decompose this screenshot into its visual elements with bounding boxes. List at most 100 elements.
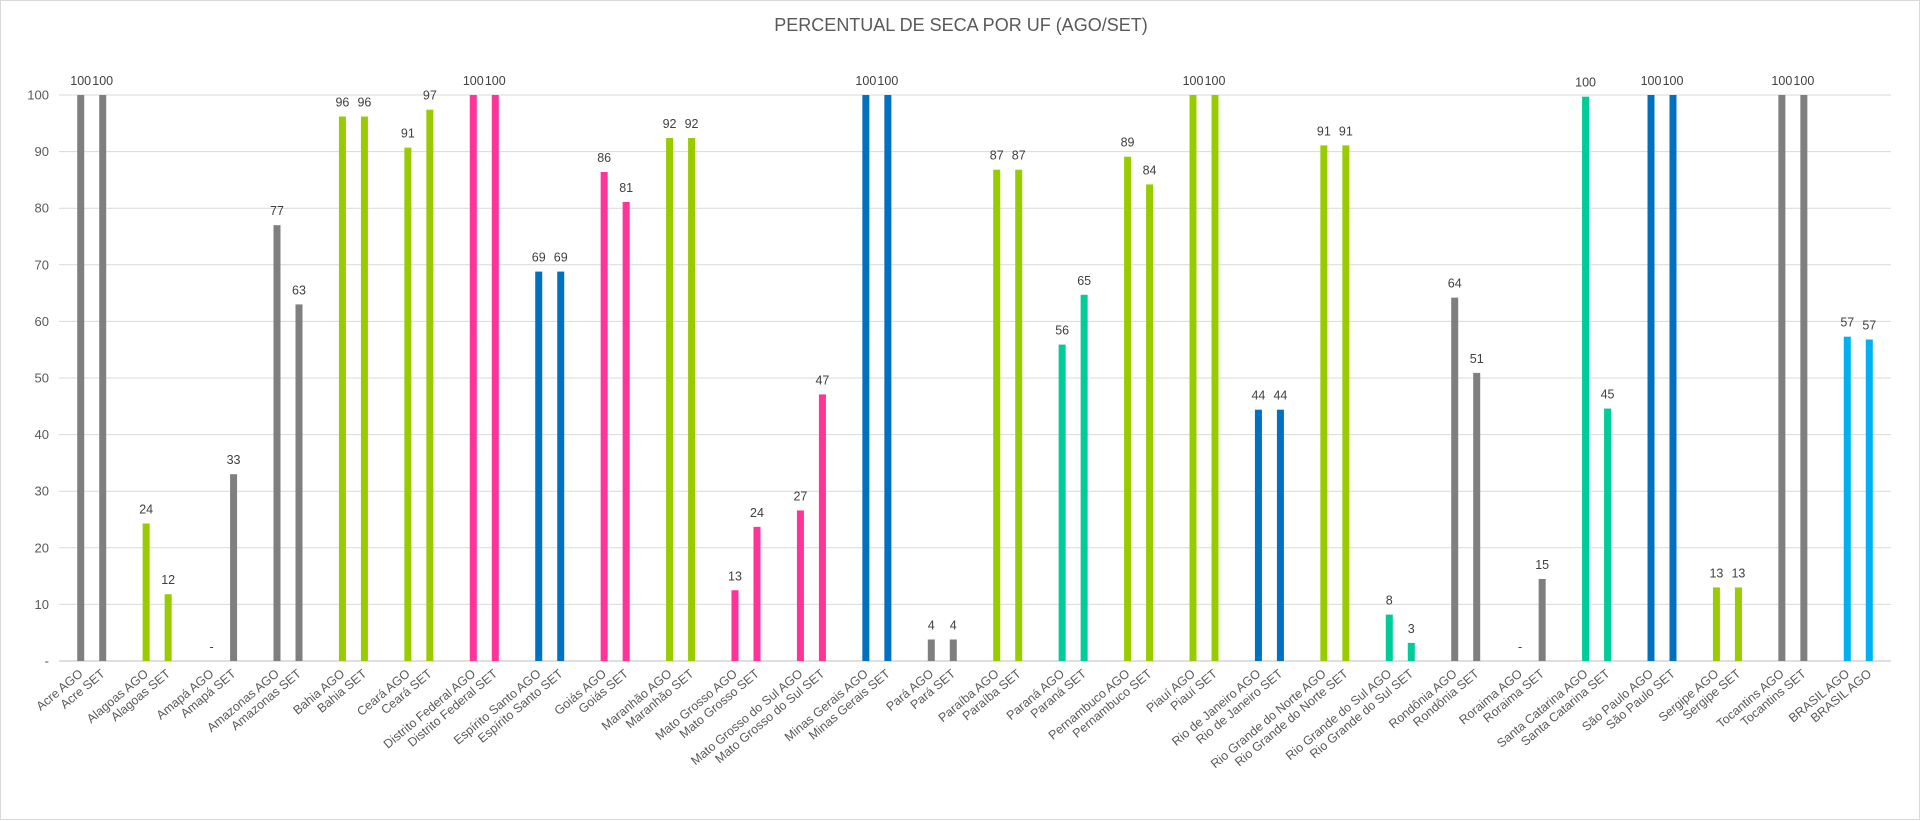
bar bbox=[818, 394, 826, 661]
data-label: 92 bbox=[685, 117, 699, 131]
bar bbox=[796, 510, 804, 661]
bar bbox=[862, 95, 870, 661]
data-label: 100 bbox=[1793, 74, 1814, 88]
bar bbox=[1211, 95, 1219, 661]
bar bbox=[949, 639, 957, 661]
data-label: 96 bbox=[335, 96, 349, 110]
bar bbox=[557, 271, 565, 661]
data-label: 15 bbox=[1535, 558, 1549, 572]
bar bbox=[1778, 95, 1786, 661]
data-label: 100 bbox=[1641, 74, 1662, 88]
data-label: 86 bbox=[597, 151, 611, 165]
data-label: 44 bbox=[1273, 389, 1287, 403]
bar bbox=[1407, 642, 1415, 661]
bar bbox=[230, 474, 238, 661]
data-label: 96 bbox=[357, 96, 371, 110]
data-label: 4 bbox=[950, 618, 957, 632]
data-label: 100 bbox=[877, 74, 898, 88]
bar bbox=[1712, 587, 1720, 661]
bar bbox=[99, 95, 107, 661]
bar bbox=[1385, 614, 1393, 661]
bar bbox=[1604, 408, 1612, 661]
y-tick-label: - bbox=[45, 654, 49, 669]
bar bbox=[1800, 95, 1808, 661]
data-label: 12 bbox=[161, 573, 175, 587]
data-label: 64 bbox=[1448, 277, 1462, 291]
y-tick-label: 90 bbox=[35, 144, 49, 159]
data-label: 69 bbox=[554, 251, 568, 265]
bar bbox=[622, 201, 630, 661]
bar bbox=[753, 526, 761, 661]
data-label: 77 bbox=[270, 204, 284, 218]
bar bbox=[1865, 339, 1873, 661]
bar bbox=[1015, 169, 1023, 661]
data-label: 47 bbox=[815, 373, 829, 387]
bar bbox=[142, 523, 150, 661]
bar bbox=[1451, 297, 1459, 661]
data-label: - bbox=[209, 640, 213, 654]
bar bbox=[1538, 578, 1546, 661]
data-label: 56 bbox=[1055, 324, 1069, 338]
bar bbox=[1124, 156, 1132, 661]
data-label: 24 bbox=[750, 506, 764, 520]
data-label: 27 bbox=[793, 489, 807, 503]
data-label: 89 bbox=[1121, 136, 1135, 150]
bar bbox=[1647, 95, 1655, 661]
y-tick-label: 30 bbox=[35, 484, 49, 499]
bar bbox=[927, 639, 935, 661]
bar bbox=[1189, 95, 1197, 661]
data-label: 84 bbox=[1143, 163, 1157, 177]
y-tick-label: 100 bbox=[27, 88, 49, 103]
data-label: 100 bbox=[1663, 74, 1684, 88]
bar bbox=[1080, 294, 1088, 661]
data-label: 3 bbox=[1408, 622, 1415, 636]
data-label: 91 bbox=[1317, 124, 1331, 138]
data-label: 100 bbox=[855, 74, 876, 88]
data-label: 24 bbox=[139, 502, 153, 516]
bar bbox=[666, 138, 674, 662]
y-tick-label: 80 bbox=[35, 201, 49, 216]
data-label: 63 bbox=[292, 283, 306, 297]
bar bbox=[731, 590, 739, 661]
data-label: 44 bbox=[1251, 389, 1265, 403]
data-label: 57 bbox=[1862, 319, 1876, 333]
bar bbox=[1734, 587, 1742, 661]
data-label: 100 bbox=[92, 74, 113, 88]
y-tick-label: 40 bbox=[35, 427, 49, 442]
bar bbox=[1843, 336, 1851, 661]
bar bbox=[338, 116, 346, 662]
data-label: 91 bbox=[1339, 124, 1353, 138]
data-label: 91 bbox=[401, 127, 415, 141]
bar bbox=[491, 95, 499, 661]
data-label: 100 bbox=[70, 74, 91, 88]
bar bbox=[1320, 145, 1328, 661]
data-label: 69 bbox=[532, 251, 546, 265]
bar bbox=[295, 304, 303, 661]
bar bbox=[426, 109, 434, 661]
data-label: 92 bbox=[663, 117, 677, 131]
bar bbox=[164, 594, 172, 661]
bar bbox=[600, 171, 608, 661]
bar bbox=[535, 271, 543, 661]
data-label: 100 bbox=[1575, 76, 1596, 90]
data-label: 45 bbox=[1601, 388, 1615, 402]
y-tick-label: 60 bbox=[35, 314, 49, 329]
bar bbox=[1582, 96, 1590, 661]
bar bbox=[360, 116, 368, 662]
data-label: 13 bbox=[728, 569, 742, 583]
data-label: 100 bbox=[1183, 74, 1204, 88]
data-label: 100 bbox=[1205, 74, 1226, 88]
data-label: 13 bbox=[1709, 566, 1723, 580]
data-label: 33 bbox=[227, 453, 241, 467]
data-label: 81 bbox=[619, 181, 633, 195]
chart-title: PERCENTUAL DE SECA POR UF (AGO/SET) bbox=[774, 15, 1148, 35]
bar bbox=[469, 95, 477, 661]
bar bbox=[77, 95, 85, 661]
data-label: 57 bbox=[1840, 316, 1854, 330]
bar bbox=[1254, 409, 1262, 661]
bar bbox=[884, 95, 892, 661]
data-label: - bbox=[1518, 640, 1522, 654]
bar bbox=[1342, 145, 1350, 661]
